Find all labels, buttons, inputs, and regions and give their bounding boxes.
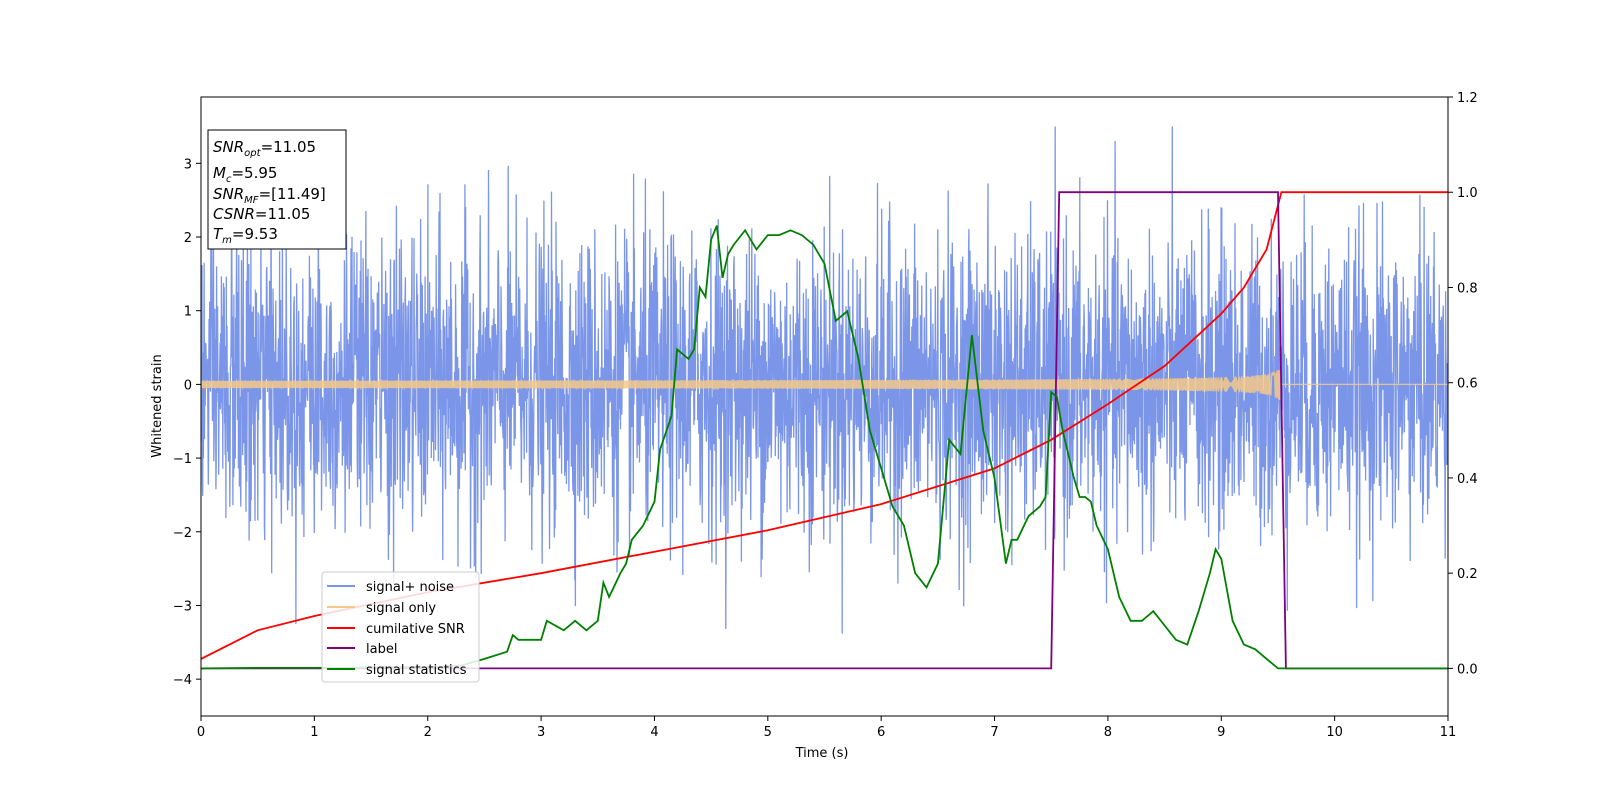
y-right-tick-label: 1.2 bbox=[1457, 91, 1478, 106]
x-tick-label: 0 bbox=[197, 725, 205, 740]
series-signal-only bbox=[201, 369, 1448, 401]
series-signal-statistics bbox=[201, 225, 1448, 670]
y-left-tick-label: −4 bbox=[173, 673, 192, 688]
y-left-tick-label: −3 bbox=[173, 599, 192, 614]
legend-label-signal-noise: signal+ noise bbox=[366, 580, 454, 595]
legend-label-label: label bbox=[366, 642, 397, 657]
legend-label-cumulative-snr: cumilative SNR bbox=[366, 622, 465, 637]
plot-frame bbox=[200, 96, 1449, 717]
y-right-tick-label: 0.2 bbox=[1457, 567, 1478, 582]
legend-frame bbox=[321, 571, 480, 683]
info-snr-opt: SNRopt=11.05 bbox=[213, 138, 316, 159]
x-tick-label: 5 bbox=[764, 725, 772, 740]
x-tick-label: 6 bbox=[877, 725, 885, 740]
info-csnr: CSNR=11.05 bbox=[213, 205, 310, 223]
y-left-tick-label: 1 bbox=[184, 305, 192, 320]
y-right-tick-label: 0.8 bbox=[1457, 281, 1478, 296]
y-left-tick-label: 3 bbox=[184, 157, 192, 172]
x-axis-label: Time (s) bbox=[795, 746, 849, 761]
right-y-axis: 0.0 0.2 0.4 0.6 0.8 1.0 1.2 bbox=[1448, 91, 1478, 677]
x-tick-label: 4 bbox=[650, 725, 658, 740]
x-tick-label: 11 bbox=[1440, 725, 1457, 740]
y-axis-label: Whitened strain bbox=[150, 354, 165, 457]
left-y-axis: −4 −3 −2 −1 0 1 2 3 bbox=[173, 157, 201, 688]
x-tick-label: 2 bbox=[424, 725, 432, 740]
y-left-tick-label: 0 bbox=[184, 378, 192, 393]
y-right-tick-label: 0.0 bbox=[1457, 662, 1478, 677]
info-tm: Tm=9.53 bbox=[213, 225, 278, 246]
info-mc: Mc=5.95 bbox=[213, 164, 277, 185]
y-left-tick-label: −2 bbox=[173, 526, 192, 541]
x-tick-label: 7 bbox=[990, 725, 998, 740]
y-left-tick-label: 2 bbox=[184, 231, 192, 246]
legend: signal+ noise signal only cumilative SNR… bbox=[321, 571, 480, 683]
info-box-frame bbox=[207, 129, 347, 250]
x-tick-label: 1 bbox=[310, 725, 318, 740]
info-snr-mf: SNRMF=[11.49] bbox=[213, 185, 326, 206]
y-right-tick-label: 1.0 bbox=[1457, 186, 1478, 201]
x-tick-label: 3 bbox=[537, 725, 545, 740]
x-tick-label: 8 bbox=[1104, 725, 1112, 740]
y-left-tick-label: −1 bbox=[173, 452, 192, 467]
series-signal-noise bbox=[201, 126, 1448, 634]
y-right-tick-label: 0.6 bbox=[1457, 377, 1478, 392]
x-axis: 0 1 2 3 4 5 6 7 8 9 10 11 bbox=[197, 716, 1456, 740]
legend-label-signal-only: signal only bbox=[366, 601, 436, 616]
legend-label-signal-statistics: signal statistics bbox=[366, 663, 467, 678]
x-tick-label: 9 bbox=[1217, 725, 1225, 740]
x-tick-label: 10 bbox=[1326, 725, 1343, 740]
y-right-tick-label: 0.4 bbox=[1457, 472, 1478, 487]
info-box: SNRopt=11.05 Mc=5.95 SNRMF=[11.49] CSNR=… bbox=[207, 129, 347, 250]
